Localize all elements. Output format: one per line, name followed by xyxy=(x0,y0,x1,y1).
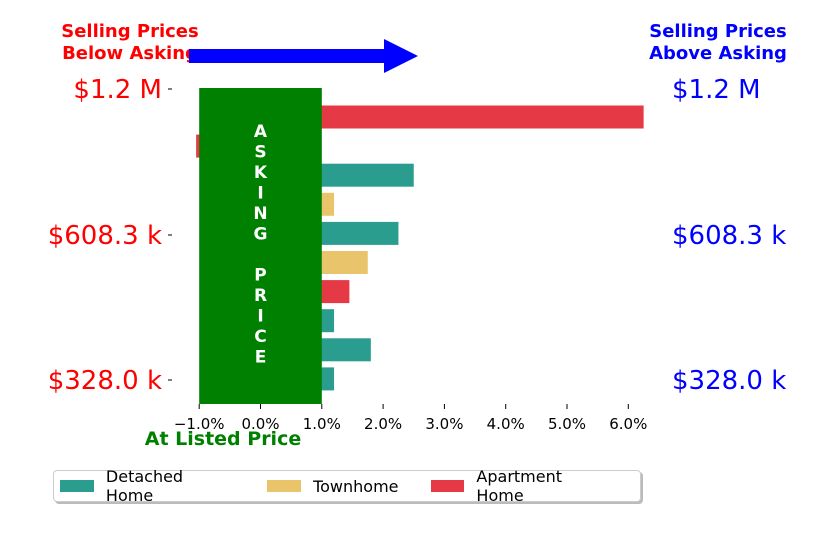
x-tick-label-5: 4.0% xyxy=(487,415,525,433)
asking-band-letter-3: I xyxy=(257,184,263,204)
asking-band-letter-7: P xyxy=(254,266,266,286)
y-tick-label-left-0: $1.2 M xyxy=(73,75,162,105)
legend-label-apartment: Apartment Home xyxy=(476,467,614,505)
legend-swatch-townhome xyxy=(267,480,301,492)
y-tick-label-right-2: $328.0 k xyxy=(672,366,786,396)
legend-item-detached: Detached Home xyxy=(60,467,235,505)
legend-swatch-apartment xyxy=(431,480,465,492)
asking-band-caption: At Listed Price xyxy=(145,428,301,450)
x-tick-label-7: 6.0% xyxy=(609,415,647,433)
x-tick-label-4: 3.0% xyxy=(425,415,463,433)
legend-swatch-detached xyxy=(60,480,94,492)
legend-label-detached: Detached Home xyxy=(106,467,235,505)
legend-item-townhome: Townhome xyxy=(267,477,398,496)
x-tick-label-3: 2.0% xyxy=(364,415,402,433)
y-tick-label-left-2: $328.0 k xyxy=(48,366,162,396)
asking-band-letter-1: S xyxy=(254,143,266,163)
y-tick-label-right-0: $1.2 M xyxy=(672,75,761,105)
asking-band-letter-5: G xyxy=(254,225,268,245)
chart-legend: Detached Home Townhome Apartment Home xyxy=(53,470,641,502)
legend-label-townhome: Townhome xyxy=(313,477,398,496)
legend-item-apartment: Apartment Home xyxy=(431,467,614,505)
direction-arrow xyxy=(189,39,418,73)
y-tick-label-right-1: $608.3 k xyxy=(672,221,786,251)
x-tick-label-6: 5.0% xyxy=(548,415,586,433)
asking-band-letter-8: R xyxy=(254,286,267,306)
asking-band-letter-10: C xyxy=(254,327,266,347)
asking-band-letter-9: I xyxy=(257,307,263,327)
y-tick-label-left-1: $608.3 k xyxy=(48,221,162,251)
asking-band-letter-11: E xyxy=(255,348,267,368)
x-tick-label-2: 1.0% xyxy=(303,415,341,433)
asking-band-letter-0: A xyxy=(254,122,268,142)
asking-band-letter-4: N xyxy=(253,204,267,224)
asking-band-letter-2: K xyxy=(254,163,268,183)
